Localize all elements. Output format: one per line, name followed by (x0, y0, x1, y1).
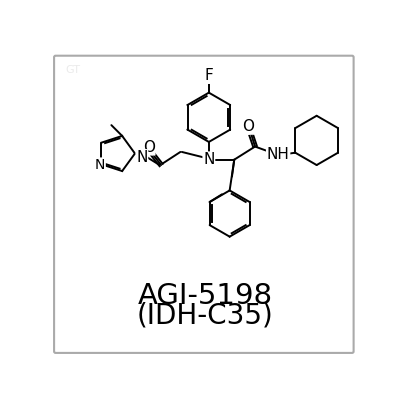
Text: AGI-5198: AGI-5198 (138, 282, 272, 310)
Text: F: F (204, 68, 213, 83)
Text: NH: NH (267, 147, 290, 162)
Text: GT: GT (65, 64, 80, 74)
Text: O: O (143, 140, 155, 155)
FancyBboxPatch shape (54, 56, 354, 353)
Text: N: N (95, 158, 105, 172)
Text: (IDH-C35): (IDH-C35) (137, 302, 273, 330)
Text: O: O (242, 119, 254, 134)
Text: N: N (136, 150, 148, 165)
Text: N: N (203, 152, 214, 167)
